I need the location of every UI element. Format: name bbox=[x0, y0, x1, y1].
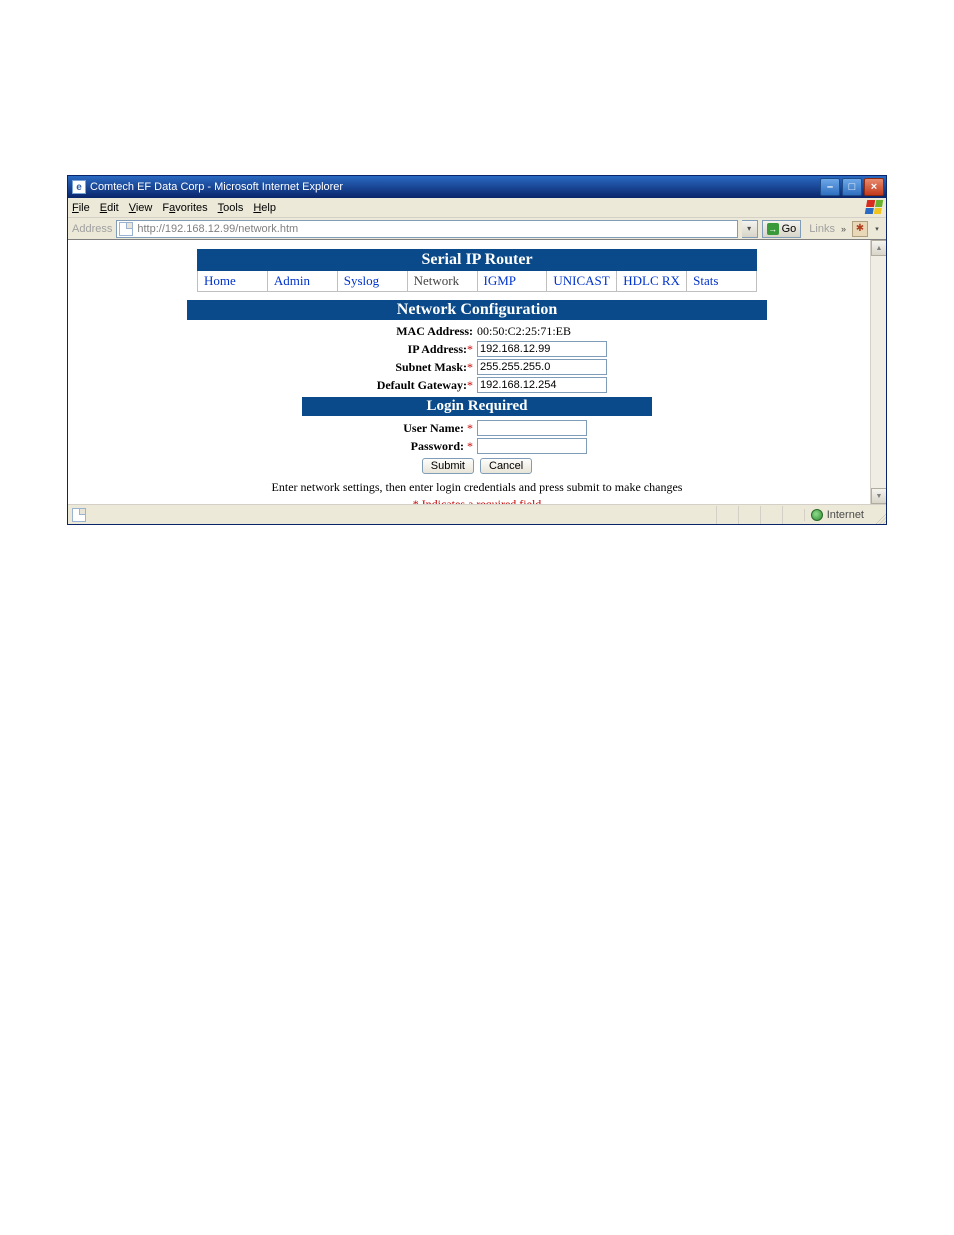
nav-unicast[interactable]: UNICAST bbox=[547, 271, 617, 291]
maximize-button[interactable]: □ bbox=[842, 178, 862, 196]
address-bar: Address http://192.168.12.99/network.htm… bbox=[68, 218, 886, 240]
statusbar: Internet bbox=[68, 504, 886, 524]
gateway-label: Default Gateway:* bbox=[217, 378, 477, 393]
go-arrow-icon: → bbox=[767, 223, 779, 235]
status-pane bbox=[760, 506, 782, 524]
mac-label: MAC Address: bbox=[217, 324, 477, 339]
ie-window: e Comtech EF Data Corp - Microsoft Inter… bbox=[67, 175, 887, 525]
minimize-button[interactable]: – bbox=[820, 178, 840, 196]
windows-logo-icon bbox=[865, 200, 883, 214]
window-title: Comtech EF Data Corp - Microsoft Interne… bbox=[90, 181, 820, 193]
menu-favorites[interactable]: Favorites bbox=[162, 202, 207, 214]
titlebar: e Comtech EF Data Corp - Microsoft Inter… bbox=[68, 176, 886, 198]
submit-button[interactable]: Submit bbox=[422, 458, 474, 474]
links-label[interactable]: Links bbox=[809, 223, 835, 235]
ip-label: IP Address:* bbox=[217, 342, 477, 357]
nav-igmp[interactable]: IGMP bbox=[478, 271, 548, 291]
address-label: Address bbox=[72, 223, 112, 235]
scroll-down-button[interactable]: ▼ bbox=[871, 488, 886, 504]
address-dropdown-button[interactable]: ▾ bbox=[742, 220, 758, 238]
security-zone[interactable]: Internet bbox=[804, 509, 870, 521]
toolbar-ext-dropdown[interactable]: ▾ bbox=[872, 221, 882, 237]
nav-hdlcrx[interactable]: HDLC RX bbox=[617, 271, 687, 291]
links-chevron-icon[interactable]: » bbox=[841, 224, 846, 234]
address-url: http://192.168.12.99/network.htm bbox=[137, 223, 298, 235]
password-label: Password: * bbox=[217, 439, 477, 454]
scroll-track[interactable] bbox=[871, 256, 886, 488]
ip-input[interactable] bbox=[477, 341, 607, 357]
nav-tabs: Home Admin Syslog Network IGMP UNICAST H… bbox=[197, 271, 757, 292]
close-button[interactable]: × bbox=[864, 178, 884, 196]
password-input[interactable] bbox=[477, 438, 587, 454]
address-input[interactable]: http://192.168.12.99/network.htm bbox=[116, 220, 737, 238]
required-note: * Indicates a required field bbox=[96, 497, 858, 504]
menubar: File Edit View Favorites Tools Help bbox=[68, 198, 886, 218]
menu-file[interactable]: File bbox=[72, 202, 90, 214]
scroll-up-button[interactable]: ▲ bbox=[871, 240, 886, 256]
content-area: ▲ ▼ Serial IP Router Home Admin Syslog N… bbox=[68, 240, 886, 504]
network-form: MAC Address: 00:50:C2:25:71:EB IP Addres… bbox=[96, 324, 858, 393]
nav-admin[interactable]: Admin bbox=[268, 271, 338, 291]
status-pane bbox=[782, 506, 804, 524]
nav-stats[interactable]: Stats bbox=[687, 271, 756, 291]
status-page-icon bbox=[72, 508, 86, 522]
username-input[interactable] bbox=[477, 420, 587, 436]
nav-syslog[interactable]: Syslog bbox=[338, 271, 408, 291]
menu-view[interactable]: View bbox=[129, 202, 153, 214]
go-label: Go bbox=[782, 223, 797, 235]
nav-home[interactable]: Home bbox=[198, 271, 268, 291]
username-label: User Name: * bbox=[217, 421, 477, 436]
zone-label: Internet bbox=[827, 509, 864, 521]
globe-icon bbox=[811, 509, 823, 521]
nav-network[interactable]: Network bbox=[408, 271, 478, 291]
mask-input[interactable] bbox=[477, 359, 607, 375]
login-form: User Name: * Password: * Submit Cancel bbox=[96, 420, 858, 474]
resize-grip[interactable] bbox=[870, 506, 886, 524]
section-login-title: Login Required bbox=[302, 397, 652, 416]
cancel-button[interactable]: Cancel bbox=[480, 458, 532, 474]
mac-value: 00:50:C2:25:71:EB bbox=[477, 324, 737, 339]
status-pane bbox=[716, 506, 738, 524]
page-title: Serial IP Router bbox=[197, 249, 757, 271]
page-icon bbox=[119, 222, 133, 236]
hint-text: Enter network settings, then enter login… bbox=[96, 480, 858, 495]
status-pane bbox=[738, 506, 760, 524]
menu-help[interactable]: Help bbox=[253, 202, 276, 214]
toolbar-ext-button[interactable]: ✱ bbox=[852, 221, 868, 237]
vertical-scrollbar[interactable]: ▲ ▼ bbox=[870, 240, 886, 504]
menu-tools[interactable]: Tools bbox=[218, 202, 244, 214]
menu-edit[interactable]: Edit bbox=[100, 202, 119, 214]
go-button[interactable]: → Go bbox=[762, 220, 802, 238]
ie-app-icon: e bbox=[72, 180, 86, 194]
section-network-config-title: Network Configuration bbox=[187, 300, 767, 320]
mask-label: Subnet Mask:* bbox=[217, 360, 477, 375]
gateway-input[interactable] bbox=[477, 377, 607, 393]
